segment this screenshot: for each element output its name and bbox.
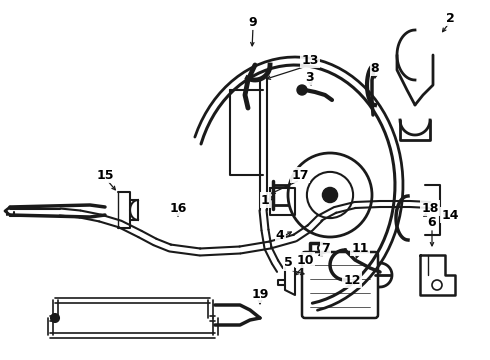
Text: 19: 19	[251, 288, 269, 302]
Text: 7: 7	[320, 242, 329, 255]
Text: 11: 11	[351, 242, 369, 255]
Text: 17: 17	[291, 168, 309, 181]
Text: 4: 4	[275, 229, 284, 242]
Circle shape	[51, 314, 59, 322]
Text: 3: 3	[306, 71, 314, 84]
Text: 18: 18	[421, 202, 439, 215]
Circle shape	[297, 85, 307, 95]
Text: 13: 13	[301, 54, 319, 67]
Circle shape	[322, 188, 338, 203]
Text: 14: 14	[441, 208, 459, 221]
Text: 12: 12	[343, 274, 361, 287]
Text: 1: 1	[261, 194, 270, 207]
Text: 9: 9	[249, 15, 257, 28]
Text: 2: 2	[445, 12, 454, 24]
Text: 16: 16	[170, 202, 187, 215]
Text: 15: 15	[96, 168, 114, 181]
Text: 10: 10	[296, 253, 314, 266]
Text: 5: 5	[284, 256, 293, 270]
Text: 6: 6	[428, 216, 436, 229]
Text: 8: 8	[371, 62, 379, 75]
